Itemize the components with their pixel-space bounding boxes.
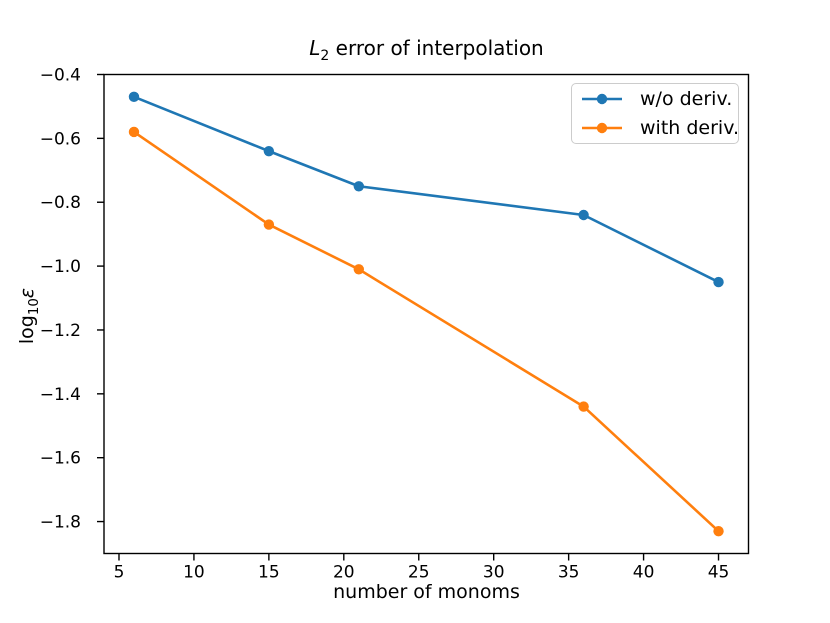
legend-item-with-deriv: with deriv. — [580, 115, 739, 141]
x-axis-label: number of monoms — [333, 581, 520, 603]
x-tick-label: 45 — [708, 563, 730, 583]
x-tick-label: 20 — [333, 563, 355, 583]
x-tick-label: 15 — [258, 563, 280, 583]
y-axis-label: log10ε — [15, 250, 42, 382]
y-tick-label: −1.6 — [40, 449, 81, 469]
series-marker-0 — [263, 145, 275, 157]
title-math-symbol: L — [309, 36, 321, 60]
y-tick-label: −0.4 — [40, 66, 81, 86]
x-tick-label: 35 — [558, 563, 580, 583]
y-tick-label: −0.8 — [40, 193, 81, 213]
series-marker-0 — [713, 276, 724, 288]
series-line-1 — [133, 130, 720, 533]
x-tick-label: 30 — [483, 563, 505, 583]
y-tick-label: −0.6 — [40, 129, 81, 149]
series-marker-1 — [578, 401, 589, 412]
legend-label: w/o deriv. — [640, 88, 733, 111]
ylabel-text: log — [16, 315, 38, 345]
ylabel-subscript: 10 — [26, 298, 42, 316]
series-marker-0 — [128, 91, 140, 103]
y-tick-label: −1.2 — [40, 321, 81, 341]
title-subscript: 2 — [320, 48, 330, 64]
legend-label: with deriv. — [640, 116, 739, 139]
chart-title: L2 error of interpolation — [104, 36, 749, 63]
legend-line-marker-icon — [582, 94, 622, 105]
axes-spines — [103, 73, 750, 555]
legend-line-marker-icon — [582, 122, 622, 133]
x-tick-label: 25 — [408, 563, 430, 583]
series-marker-1 — [353, 264, 365, 275]
series-marker-1 — [263, 219, 275, 230]
x-tick-label: 5 — [114, 563, 125, 583]
series-marker-0 — [578, 209, 589, 221]
title-text: error of interpolation — [329, 36, 544, 60]
x-tick-label: 10 — [183, 563, 205, 583]
y-tick-label: −1.4 — [40, 385, 81, 405]
legend: w/o deriv. with deriv. — [571, 83, 739, 144]
legend-sample-dot — [596, 122, 608, 133]
ylabel-epsilon-symbol: ε — [16, 287, 38, 299]
series-marker-1 — [128, 126, 140, 138]
legend-item-wo-deriv: w/o deriv. — [580, 86, 738, 112]
x-tick-label: 40 — [633, 563, 655, 583]
y-tick-label: −1.0 — [40, 257, 81, 277]
y-tick-label: −1.8 — [40, 513, 81, 533]
legend-sample-dot — [596, 94, 608, 105]
series-marker-0 — [353, 181, 365, 192]
series-marker-1 — [713, 525, 724, 537]
